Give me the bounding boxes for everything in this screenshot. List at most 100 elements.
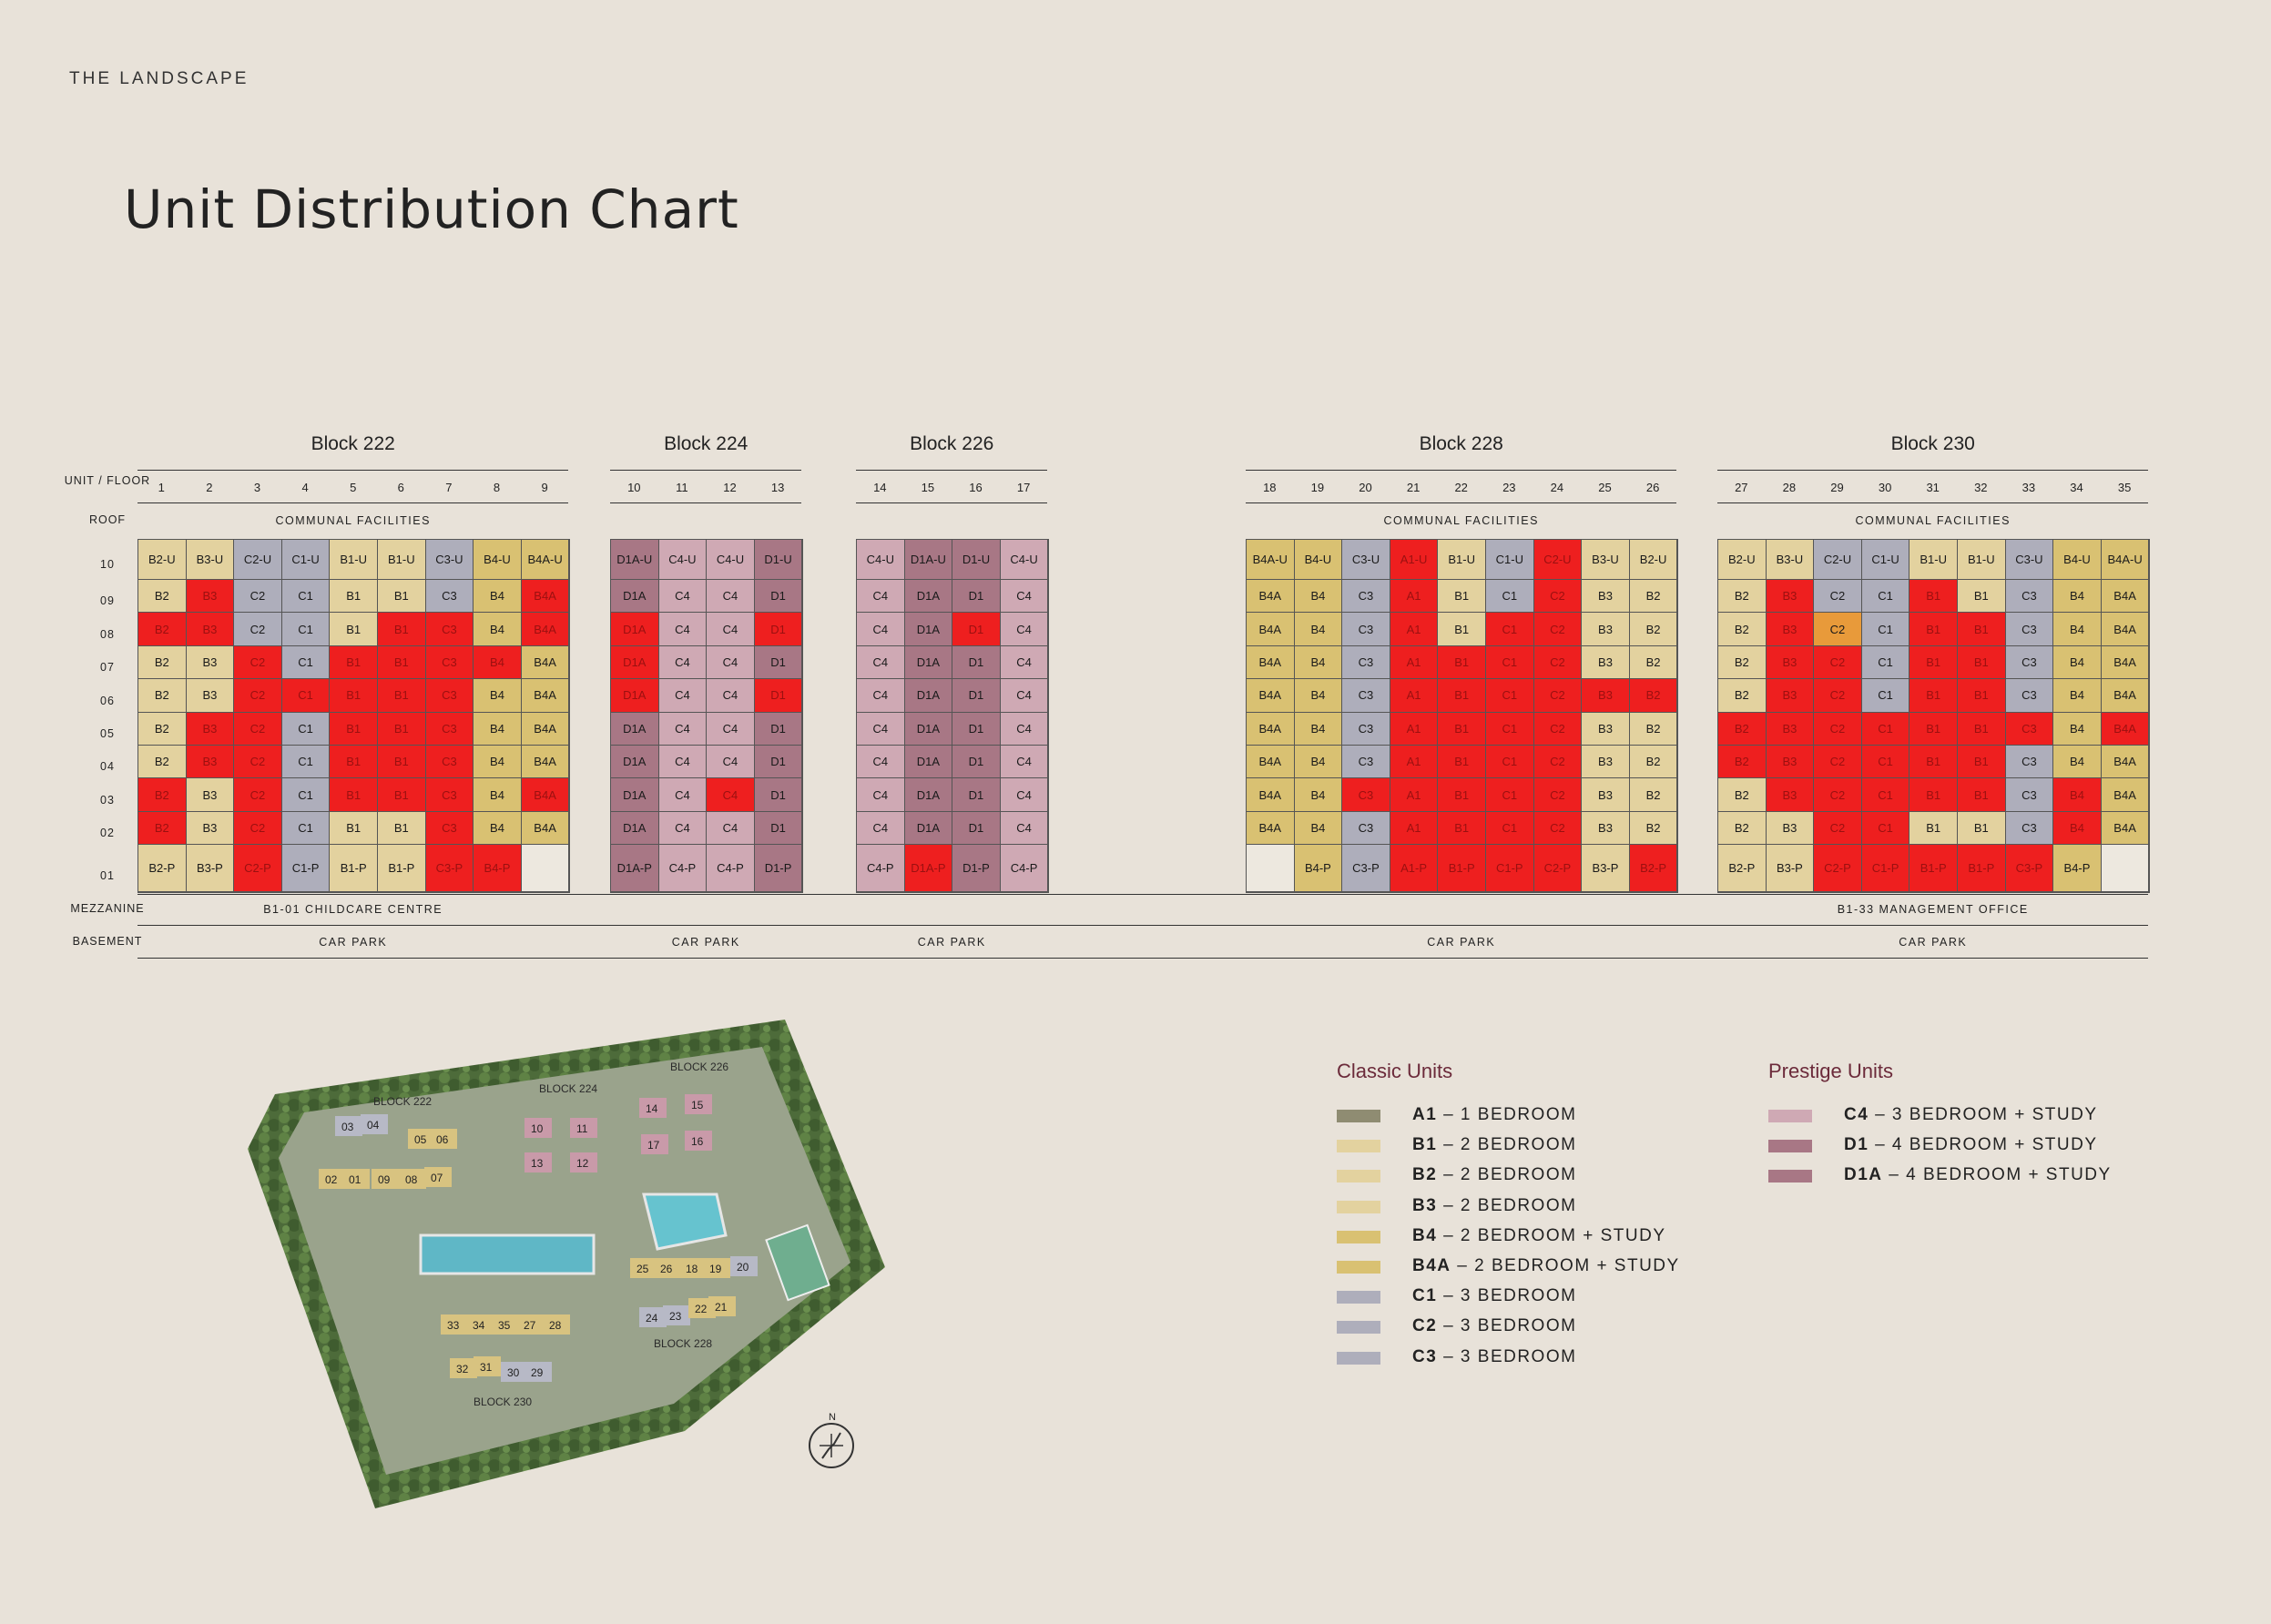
svg-text:13: 13 [531, 1157, 544, 1170]
site-block-label: BLOCK 226 [670, 1061, 728, 1073]
svg-text:23: 23 [669, 1310, 682, 1323]
unit-cell: C4 [999, 745, 1049, 779]
unit-cell: B1 [1437, 612, 1486, 646]
unit-cell: C1 [1485, 810, 1534, 846]
unit-cell: B1 [329, 645, 378, 680]
unit-number: 24 [1550, 481, 1564, 494]
unit-number: 34 [2070, 481, 2083, 494]
unit-cell: C4 [657, 678, 708, 713]
unit-cell: C3 [424, 678, 474, 713]
unit-cell: D1A [610, 711, 659, 746]
legend-code: D1 [1844, 1135, 1869, 1155]
legend-code: B4A [1412, 1256, 1451, 1275]
unit-cell [2100, 844, 2150, 893]
unit-cell: B1 [377, 711, 426, 746]
legend-code: D1A [1844, 1165, 1883, 1185]
legend-swatch [1337, 1351, 1380, 1365]
unit-cell: B4A [1246, 612, 1295, 646]
block-title: Block 228 [1419, 433, 1503, 454]
unit-cell: C2 [1813, 810, 1862, 846]
unit-cell: B4 [473, 612, 522, 646]
svg-text:34: 34 [473, 1319, 485, 1332]
unit-cell: D1 [952, 579, 1001, 614]
legend-prestige-item: D1A – 4 BEDROOM + STUDY [1768, 1165, 2151, 1189]
site-unit-tag: 25 [630, 1258, 657, 1278]
unit-cell: A1-U [1389, 539, 1439, 580]
brand-name: THE LANDSCAPE [69, 69, 250, 88]
unit-cell: B4 [2052, 711, 2102, 746]
svg-text:01: 01 [349, 1173, 362, 1186]
unit-cell: B1-P [377, 844, 426, 893]
floor-label: 06 [100, 694, 115, 707]
unit-cell: B2 [137, 810, 187, 846]
site-plan-map: 03 04 05 06 02 01 09 08 07 10 11 12 13 14 15 16 17 25 26 18… [248, 1020, 885, 1508]
legend-description: – 3 BEDROOM [1437, 1286, 1577, 1306]
svg-text:03: 03 [341, 1121, 354, 1133]
svg-text:26: 26 [660, 1263, 673, 1275]
unit-number: 13 [770, 481, 785, 494]
basement-carpark-label: CAR PARK [1427, 936, 1496, 949]
unit-cell: B3-P [185, 844, 235, 893]
unit-cell: C1 [1860, 777, 1910, 812]
unit-cell: C1 [1485, 711, 1534, 746]
unit-cell: D1A [903, 745, 953, 779]
legend-swatch [1337, 1140, 1380, 1153]
unit-cell: C2 [1533, 678, 1583, 713]
site-unit-tag: 01 [342, 1169, 370, 1189]
unit-cell: C3-P [424, 844, 474, 893]
unit-cell: C2-P [1533, 844, 1583, 893]
unit-cell: D1 [753, 678, 803, 713]
unit-cell: B3 [185, 777, 235, 812]
unit-cell: B4A [520, 711, 570, 746]
floor-label: 01 [100, 868, 115, 882]
unit-cell: C4 [856, 711, 905, 746]
unit-cell: C4 [999, 645, 1049, 680]
unit-cell: B4 [2052, 579, 2102, 614]
legend-classic-item: C3 – 3 BEDROOM [1337, 1347, 1719, 1371]
legend-classic-item: B2 – 2 BEDROOM [1337, 1165, 1719, 1189]
unit-cell: B2 [1717, 579, 1767, 614]
tennis-court [765, 1223, 830, 1302]
unit-cell: B3-U [1765, 539, 1815, 580]
unit-cell: B2-P [1717, 844, 1767, 893]
legend-swatch [1337, 1321, 1380, 1335]
legend-code: B3 [1412, 1195, 1438, 1215]
basement-label: BASEMENT [72, 935, 143, 948]
unit-cell: C3 [1341, 777, 1390, 812]
unit-cell: C4 [657, 745, 708, 779]
legend-code: A1 [1412, 1105, 1438, 1124]
unit-cell: B4-P [473, 844, 522, 893]
unit-cell: C2 [1813, 745, 1862, 779]
unit-cell: B4 [473, 810, 522, 846]
unit-cell: B4A [1246, 645, 1295, 680]
unit-cell: B1 [1437, 745, 1486, 779]
unit-cell: C4 [706, 579, 755, 614]
unit-cell: B2 [137, 711, 187, 746]
unit-cell: A1 [1389, 645, 1439, 680]
unit-cell: B2-U [1717, 539, 1767, 580]
site-unit-tag: 30 [501, 1362, 528, 1382]
unit-cell [520, 844, 570, 893]
block-title: Block 224 [664, 433, 749, 454]
legend-label: B4 – 2 BEDROOM + STUDY [1412, 1226, 1666, 1246]
legend-classic-item: C1 – 3 BEDROOM [1337, 1286, 1719, 1310]
site-unit-tag: 10 [524, 1118, 552, 1138]
unit-cell: B2-P [1628, 844, 1678, 893]
legend-description: – 3 BEDROOM [1437, 1346, 1577, 1366]
floor-label: 02 [100, 827, 115, 840]
unit-cell: B3 [1581, 810, 1630, 846]
unit-cell: C3 [2004, 579, 2054, 614]
unit-cell: C2 [1813, 579, 1862, 614]
site-unit-tag: 09 [372, 1169, 399, 1189]
svg-text:06: 06 [436, 1133, 449, 1146]
site-unit-tag: 17 [641, 1134, 668, 1154]
unit-cell: B1 [329, 711, 378, 746]
unit-cell: C4-P [657, 844, 708, 893]
unit-cell: C1 [280, 745, 331, 779]
unit-cell: B1 [377, 678, 426, 713]
unit-cell: B2 [1628, 579, 1678, 614]
unit-cell: C1 [1860, 745, 1910, 779]
unit-cell: D1A [610, 678, 659, 713]
unit-number: 28 [1782, 481, 1797, 494]
unit-cell: C4 [706, 810, 755, 846]
